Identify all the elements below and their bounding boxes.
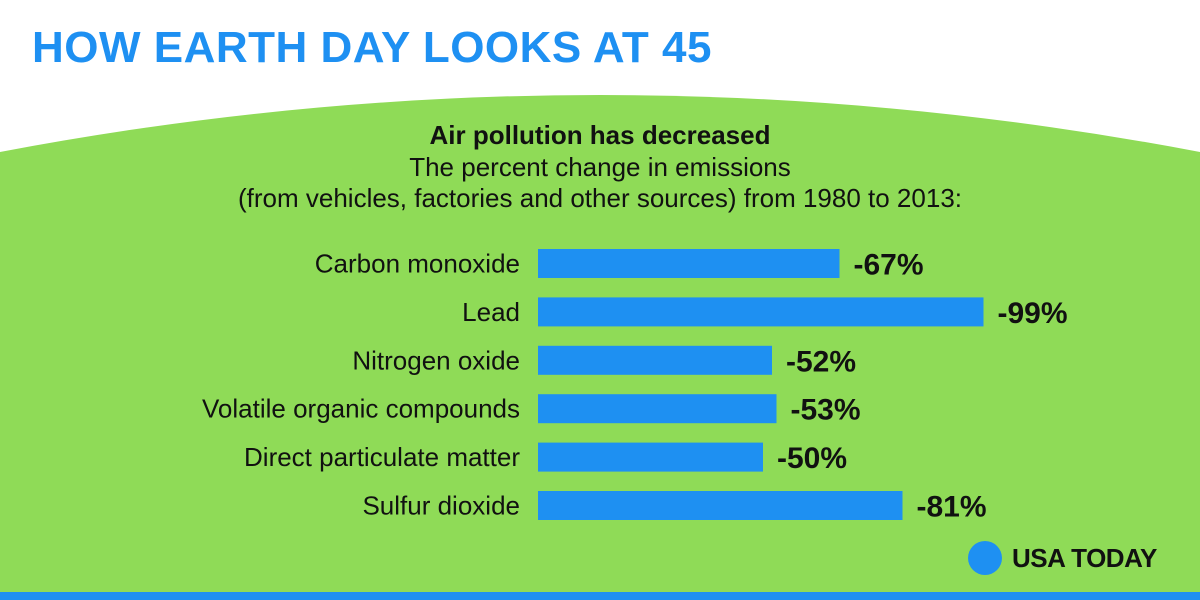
data-label: -52%	[786, 345, 856, 378]
chart-title: Air pollution has decreased	[429, 120, 771, 150]
usa-today-logo: USA TODAY	[968, 540, 1157, 576]
category-label: Direct particulate matter	[244, 442, 520, 472]
bar	[538, 442, 763, 472]
subtitle-line-2: (from vehicles, factories and other sour…	[237, 183, 962, 213]
bar	[538, 249, 840, 278]
data-label: -50%	[777, 442, 847, 475]
headline: HOW EARTH DAY LOOKS AT 45	[32, 23, 712, 72]
subtitle-line-1: The percent change in emissions	[409, 152, 791, 182]
data-label: -81%	[917, 491, 987, 524]
category-label: Nitrogen oxide	[352, 345, 520, 375]
data-label: -67%	[854, 249, 924, 282]
chart-heading: Air pollution has decreased The percent …	[0, 118, 1200, 214]
bottom-rule	[0, 592, 1200, 600]
brand-name: USA TODAY	[1012, 542, 1157, 573]
usa-today-dot-icon	[968, 541, 1002, 575]
category-label: Carbon monoxide	[315, 249, 520, 279]
bar	[538, 297, 984, 327]
bar	[538, 394, 777, 424]
data-label: -53%	[791, 394, 861, 427]
category-label: Lead	[462, 297, 520, 327]
category-label: Sulfur dioxide	[362, 491, 520, 521]
bar	[538, 345, 772, 375]
data-label: -99%	[998, 297, 1068, 330]
bar	[538, 491, 903, 520]
category-label: Volatile organic compounds	[202, 394, 520, 424]
